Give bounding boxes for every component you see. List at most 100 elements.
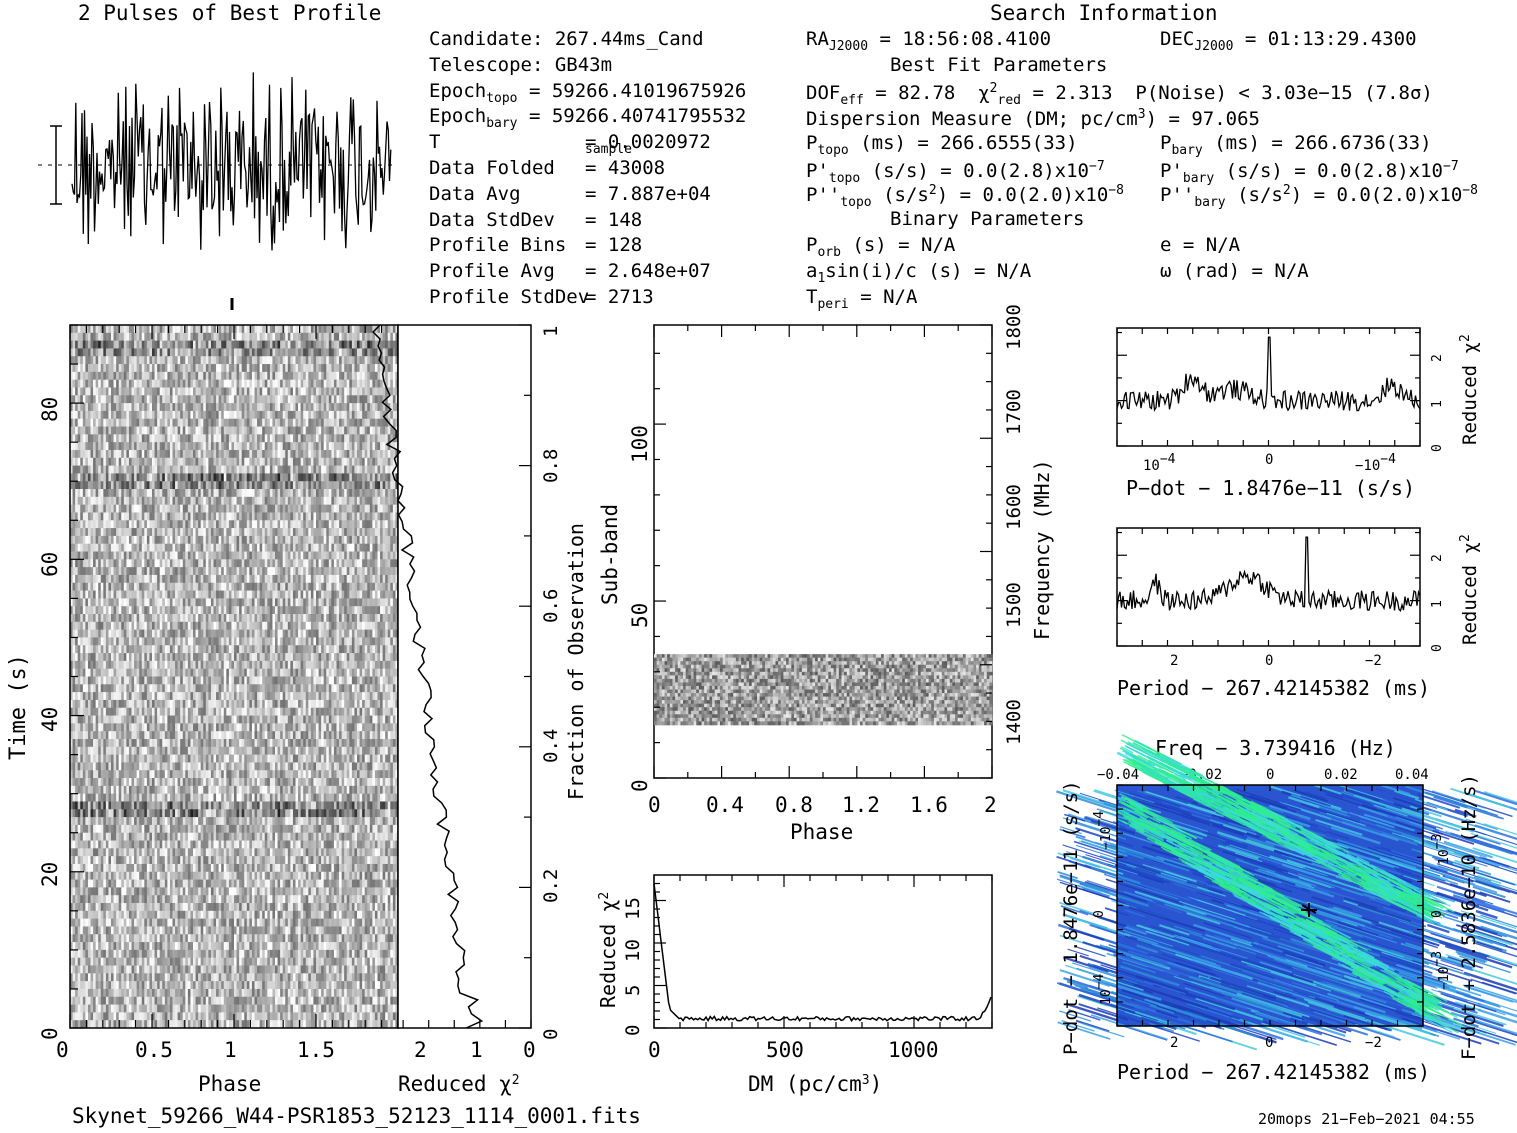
tick-x-0: 0	[56, 1038, 69, 1062]
pe-tick-0: 0	[1265, 653, 1274, 669]
tpchi-frame	[397, 324, 532, 1029]
pp-right-tick-1: 10−3	[1430, 833, 1452, 865]
pd-y-2: 2	[1430, 354, 1445, 362]
chi-tick-1: 1	[470, 1038, 483, 1062]
dof-label: DOFeff = 82.78 χ2red = 2.313 P(Noise) < …	[806, 81, 1433, 108]
top-tick-5: 0.04	[1395, 767, 1429, 783]
subband-phase-heatmap	[653, 324, 993, 779]
pp-left-tick-3: 10−4	[1092, 973, 1114, 1005]
search-title: Search Information	[990, 1, 1218, 25]
time-tick-40: 40	[38, 706, 62, 732]
footer-stamp: 20mops 21−Feb−2021 04:55	[1258, 1110, 1475, 1128]
pd-line	[1116, 336, 1421, 412]
tick-x-1: 1	[224, 1038, 237, 1062]
dm-curve-plot	[653, 874, 993, 1029]
pe-tick-m2: −2	[1365, 653, 1382, 669]
pe-line	[1116, 536, 1421, 613]
phase-axis-label: Phase	[198, 1072, 262, 1096]
dm-line	[653, 883, 992, 1023]
best-fit-header: Best Fit Parameters	[890, 54, 1108, 76]
dec-label: DECJ2000 = 01:13:29.4300	[1160, 28, 1417, 54]
freq-top-label: Freq − 3.739416 (Hz)	[1155, 736, 1396, 760]
sb-tick-0: 0	[648, 793, 661, 817]
top-tick-3: 0	[1266, 767, 1275, 783]
profile-line	[71, 72, 392, 251]
candidate-row: Profile StdDev = 2713	[429, 286, 654, 308]
freq-axis-label: Frequency (MHz)	[1030, 459, 1054, 640]
dm-axis-label: DM (pc/cm3)	[748, 1072, 883, 1096]
tpchi-line	[372, 324, 484, 1029]
ecc: e = N/A	[1160, 234, 1241, 256]
sb-tick-08: 0.8	[775, 793, 813, 817]
time-tick-20: 20	[38, 861, 62, 887]
binary-header: Binary Parameters	[890, 208, 1085, 230]
omega: ω (rad) = N/A	[1160, 260, 1309, 282]
pbary: Pbary (ms) = 266.6736(33)	[1160, 132, 1432, 158]
pp-right-tick-3: −10−3	[1430, 950, 1452, 990]
dm-frame	[653, 874, 993, 1029]
ra-label: RAJ2000 = 18:56:08.4100	[806, 28, 1052, 54]
pd-axis-label: P−dot − 1.8476e−11 (s/s)	[1126, 476, 1415, 500]
dm-y-0: 0	[622, 1024, 644, 1036]
freq-tick-1500: 1500	[1003, 582, 1025, 628]
tick-x-05: 0.5	[135, 1038, 173, 1062]
frac-tick-04: 0.4	[540, 728, 562, 763]
frac-tick-1: 1	[540, 325, 562, 337]
sb-y-0: 0	[628, 779, 652, 792]
freq-tick-1400: 1400	[1003, 699, 1025, 745]
pd-y-0: 0	[1430, 444, 1445, 452]
tperi: Tperi = N/A	[806, 286, 918, 312]
pp-axis-label: Period − 267.42145382 (ms)	[1117, 1060, 1431, 1084]
time-tick-0: 0	[38, 1027, 62, 1040]
freq-tick-1700: 1700	[1003, 389, 1025, 435]
frac-axis-label: Fraction of Observation	[564, 523, 588, 800]
pp-tick-m2: −2	[1365, 1035, 1382, 1051]
pe-y-1: 1	[1430, 600, 1445, 608]
pd-tick-l: 10−4	[1143, 452, 1176, 474]
ptopo: Ptopo (ms) = 266.6555(33)	[806, 132, 1078, 158]
time-axis-label: Time (s)	[6, 654, 31, 760]
freq-tick-1800: 1800	[1003, 304, 1025, 350]
pd-tick-r: −10−4	[1355, 452, 1396, 474]
pp-tick-0: 0	[1265, 1035, 1274, 1051]
time-phase-heatmap	[69, 324, 399, 1029]
porb: Porb (s) = N/A	[806, 234, 956, 260]
pp-right-tick-2: 0	[1430, 910, 1445, 918]
candidate-row: Data StdDev = 148	[429, 208, 643, 231]
pd-y-1: 1	[1430, 400, 1445, 408]
pp-left-tick-1: −10−4	[1092, 810, 1114, 850]
dm-tick-1000: 1000	[888, 1038, 939, 1062]
pe-axis-label: Period − 267.42145382 (ms)	[1117, 676, 1431, 700]
candidate-row: Profile Bins = 128	[429, 234, 643, 257]
chi-tick-2: 2	[414, 1038, 427, 1062]
candidate-row: Data Folded = 43008	[429, 157, 666, 179]
pe-frame	[1116, 527, 1421, 647]
period-curve-plot	[1116, 527, 1421, 647]
pe-y-2: 2	[1430, 554, 1445, 562]
pp-streaks	[1056, 734, 1517, 1051]
dm-tick-0: 0	[648, 1038, 661, 1062]
sb-tick-04: 0.4	[706, 793, 744, 817]
pulse-profile-plot	[38, 72, 392, 310]
pddtopo: P''topo (s/s2) = 0.0(2.0)x10−8	[806, 183, 1124, 210]
frac-tick-06: 0.6	[540, 588, 562, 623]
pdot-side-label: P−dot − 1.8476e−11 (s/s)	[1060, 780, 1082, 1055]
candidate-row: Epochbary = 59266.40741795532	[429, 105, 747, 132]
frac-tick-0: 0	[540, 1028, 562, 1040]
pd-tick-0: 0	[1265, 452, 1274, 468]
pdbary: P'bary (s/s) = 0.0(2.8)x10−7	[1160, 159, 1459, 186]
time-chi2-plot	[372, 324, 532, 1029]
sb-tick-12: 1.2	[842, 793, 880, 817]
pddbary: P''bary (s/s2) = 0.0(2.0)x10−8	[1160, 183, 1478, 210]
pdot-curve-plot	[1116, 327, 1421, 447]
tp-cells	[70, 325, 399, 1029]
chi-tick-0: 0	[523, 1038, 536, 1062]
dm-y-15: 15	[622, 897, 644, 920]
pe-chi-label: Reduced χ2	[1458, 534, 1481, 645]
period-pdot-heatmap	[1056, 734, 1517, 1051]
freq-tick-1600: 1600	[1003, 484, 1025, 530]
dm-y-5: 5	[622, 984, 644, 996]
a1sini: a1sin(i)/c (s) = N/A	[806, 260, 1032, 286]
dm-chi-label: Reduced χ2	[596, 891, 620, 1008]
